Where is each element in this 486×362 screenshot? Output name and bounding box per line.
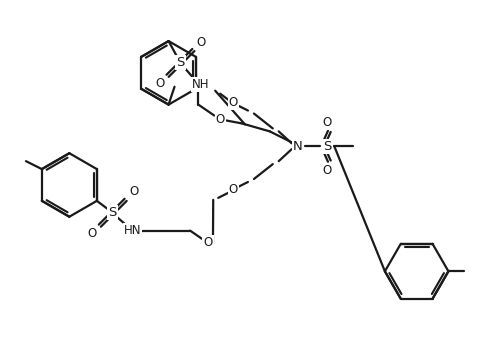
- Text: O: O: [228, 96, 238, 109]
- Text: O: O: [323, 116, 332, 129]
- Text: S: S: [176, 56, 185, 70]
- Text: O: O: [87, 227, 97, 240]
- Text: O: O: [323, 164, 332, 177]
- Text: O: O: [155, 77, 164, 90]
- Text: S: S: [108, 206, 117, 219]
- Text: NH: NH: [191, 78, 209, 91]
- Text: S: S: [323, 140, 331, 153]
- Text: O: O: [203, 236, 212, 249]
- Text: HN: HN: [124, 224, 141, 237]
- Text: O: O: [216, 113, 225, 126]
- Text: O: O: [197, 35, 206, 49]
- Text: O: O: [129, 185, 138, 198]
- Text: N: N: [293, 140, 302, 153]
- Text: O: O: [228, 184, 238, 197]
